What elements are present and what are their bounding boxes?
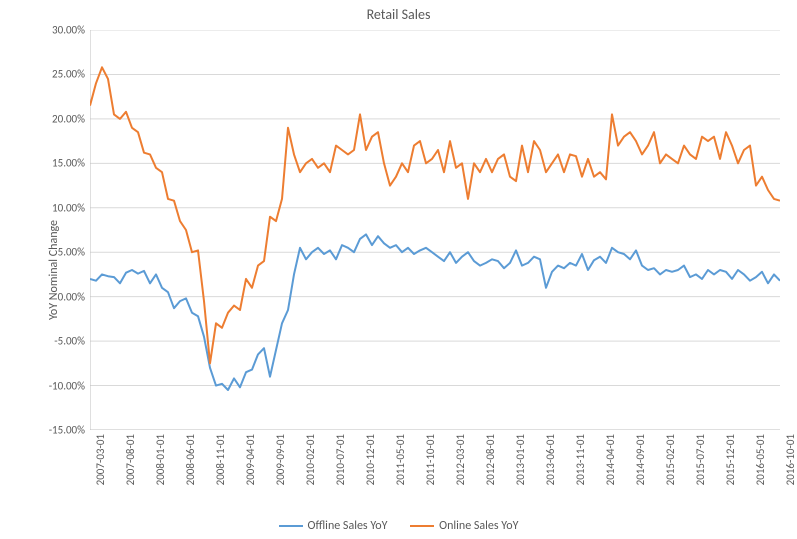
y-tick-label: 15.00%	[25, 157, 85, 170]
x-tick-label: 2012-08-01	[484, 434, 497, 485]
y-tick-label: -10.00%	[25, 379, 85, 392]
x-tick-label: 2014-04-01	[604, 434, 617, 485]
x-tick-label: 2010-12-01	[364, 434, 377, 485]
x-tick-label: 2015-07-01	[694, 434, 707, 485]
x-tick-label: 2008-06-01	[184, 434, 197, 485]
x-tick-label: 2016-05-01	[754, 434, 767, 485]
axes	[90, 30, 780, 430]
x-tick-label: 2008-01-01	[154, 434, 167, 485]
y-tick-label: 25.00%	[25, 68, 85, 81]
x-tick-label: 2009-04-01	[244, 434, 257, 485]
legend-label-online: Online Sales YoY	[439, 519, 518, 533]
x-tick-label: 2016-10-01	[784, 434, 797, 485]
legend: Offline Sales YoY Online Sales YoY	[0, 517, 797, 533]
x-tick-label: 2008-11-01	[214, 434, 227, 485]
x-tick-label: 2010-07-01	[334, 434, 347, 485]
x-tick-label: 2011-05-01	[394, 434, 407, 485]
series-offline-sales-yoy	[90, 234, 780, 390]
y-tick-label: 10.00%	[25, 201, 85, 214]
x-tick-label: 2011-10-01	[424, 434, 437, 485]
legend-item-online: Online Sales YoY	[410, 519, 518, 533]
plot-area	[90, 30, 780, 430]
x-tick-label: 2015-12-01	[724, 434, 737, 485]
chart-title: Retail Sales	[0, 6, 797, 23]
retail-sales-chart: Retail Sales YoY Nominal Change -15.00% -…	[0, 0, 797, 539]
y-tick-label: 0.00%	[25, 290, 85, 303]
x-tick-label: 2012-03-01	[454, 434, 467, 485]
x-tick-label: 2015-02-01	[664, 434, 677, 485]
x-tick-label: 2009-09-01	[274, 434, 287, 485]
y-tick-label: 30.00%	[25, 24, 85, 37]
series-online-sales-yoy	[90, 67, 780, 363]
legend-swatch-online	[410, 525, 434, 527]
x-tick-label: 2010-02-01	[304, 434, 317, 485]
chart-svg	[90, 30, 780, 430]
legend-swatch-offline	[279, 525, 303, 527]
y-axis-title: YoY Nominal Change	[47, 219, 61, 319]
legend-label-offline: Offline Sales YoY	[308, 519, 388, 533]
x-tick-label: 2007-03-01	[94, 434, 107, 485]
y-tick-label: -5.00%	[25, 335, 85, 348]
y-tick-label: -15.00%	[25, 424, 85, 437]
y-tick-label: 5.00%	[25, 246, 85, 259]
gridlines	[90, 30, 780, 430]
x-tick-label: 2014-09-01	[634, 434, 647, 485]
legend-item-offline: Offline Sales YoY	[279, 519, 388, 533]
x-tick-label: 2013-11-01	[574, 434, 587, 485]
x-tick-label: 2007-08-01	[124, 434, 137, 485]
x-tick-label: 2013-06-01	[544, 434, 557, 485]
y-tick-label: 20.00%	[25, 112, 85, 125]
x-tick-label: 2013-01-01	[514, 434, 527, 485]
